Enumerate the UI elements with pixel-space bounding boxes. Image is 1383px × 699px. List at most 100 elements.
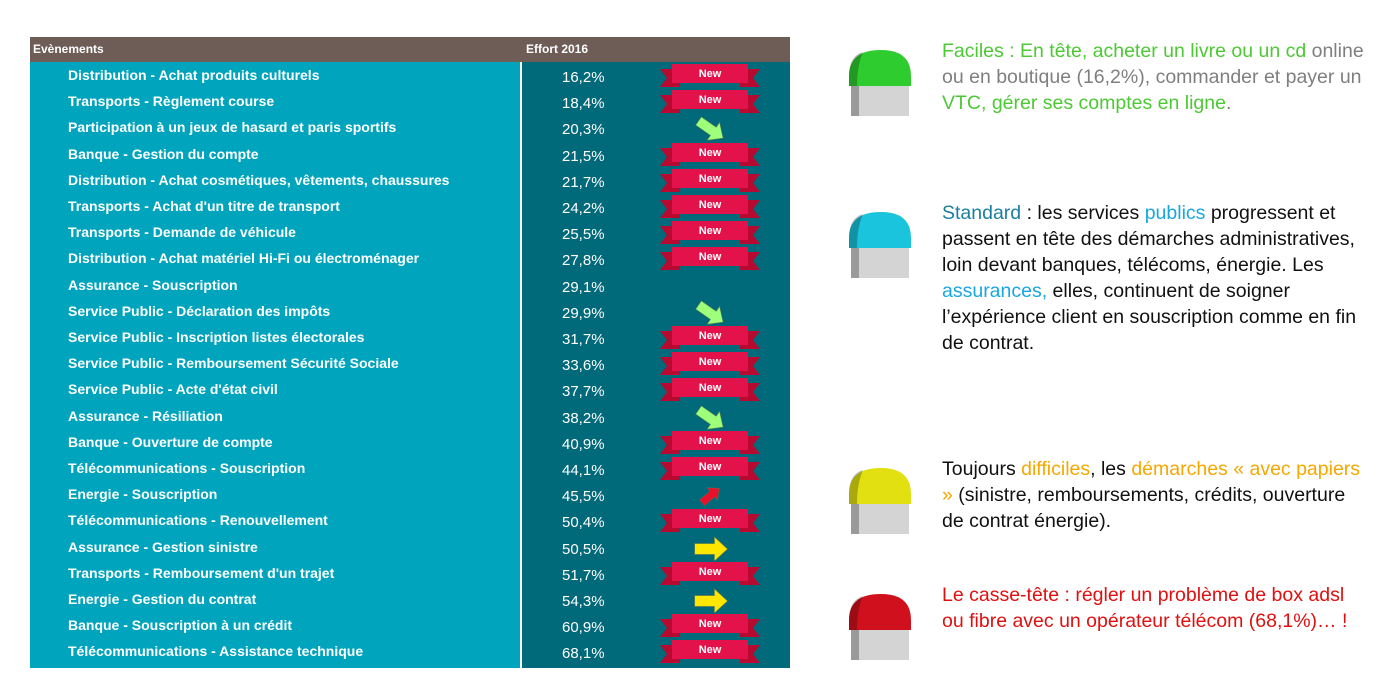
row-value: 18,4% [562, 95, 605, 113]
row-name: Energie - Gestion du contrat [68, 591, 257, 607]
note-text: elles, continuent de soigner l’expérienc… [942, 280, 1357, 354]
row-badge: New [660, 352, 760, 376]
badge-text: New [699, 94, 722, 106]
note-text: Toujours [942, 458, 1022, 480]
level-icon [849, 594, 911, 660]
icon-base-side [851, 244, 859, 278]
row-value: 68,1% [562, 645, 605, 663]
row-name: Distribution - Achat matériel Hi-Fi ou é… [68, 250, 420, 267]
badge-text: New [699, 513, 722, 525]
table-left-bg [30, 62, 520, 668]
ribbon [672, 64, 748, 83]
trend-arrow [694, 535, 729, 561]
ribbon [672, 457, 748, 476]
icon-base-side [851, 500, 859, 534]
row-value: 21,7% [562, 173, 605, 191]
note-text: Faciles : En tête, acheter un livre ou u… [942, 40, 1307, 62]
badge-text: New [699, 435, 722, 447]
row-badge [699, 487, 720, 507]
note-text: Standard [942, 202, 1022, 224]
ribbon [672, 142, 748, 162]
row-name: Transports - Demande de véhicule [68, 224, 296, 241]
row-value: 31,7% [562, 331, 605, 348]
icon-base-side [851, 626, 859, 660]
row-value: 60,9% [562, 619, 605, 637]
note-text: : les services [1021, 202, 1145, 224]
note-paragraph: Toujours difficiles, les démarches « ave… [942, 456, 1367, 534]
row-name: Service Public - Acte d'état civil [68, 381, 278, 398]
note-text: online ou en boutique (16,2%), commander… [942, 40, 1364, 88]
note-text: (sinistre, remboursements, crédits, ouve… [942, 484, 1346, 532]
badge-text: New [699, 566, 722, 578]
icon-base [851, 244, 909, 278]
ribbon [672, 352, 748, 372]
badge-text: New [699, 199, 722, 211]
row-value: 38,2% [562, 409, 605, 427]
row-badge: New [660, 247, 760, 271]
ribbon [672, 378, 748, 398]
row-badge: New [660, 221, 760, 245]
ribbon [672, 195, 748, 214]
row-value: 33,6% [562, 357, 605, 375]
note-text: assurances, [942, 280, 1048, 302]
row-value: 24,2% [562, 200, 605, 217]
row-badge: New [660, 378, 760, 402]
icon-base [851, 500, 909, 534]
level-icon [849, 212, 911, 278]
level-icon [849, 468, 911, 534]
column-divider [520, 62, 522, 668]
badge-text: New [699, 251, 722, 263]
row-value: 27,8% [562, 252, 605, 270]
badge-text: New [699, 382, 722, 394]
row-badge [660, 273, 760, 299]
row-badge: New [660, 509, 760, 533]
row-badge: New [660, 64, 760, 87]
icon-dome [849, 468, 911, 504]
trend-arrow [695, 300, 724, 325]
row-name: Transports - Achat d'un titre de transpo… [68, 198, 340, 214]
row-value: 50,5% [562, 540, 605, 558]
row-value: 44,1% [562, 462, 605, 479]
note-text: , les [1090, 458, 1132, 480]
ribbon [672, 168, 748, 188]
table-header [30, 37, 790, 62]
row-value: 21,5% [562, 147, 605, 165]
badge-text: New [699, 356, 722, 368]
row-badge: New [660, 142, 760, 166]
row-name: Télécommunications - Assistance techniqu… [68, 643, 364, 660]
ribbon [672, 326, 748, 345]
icon-dome-shade [849, 470, 863, 504]
icon-dome [849, 212, 911, 248]
note-text: Le casse-tête : régler un problème de bo… [942, 584, 1348, 632]
ribbon [672, 614, 748, 634]
ribbon [672, 430, 748, 450]
row-name: Service Public - Déclaration des impôts [68, 302, 331, 319]
row-badge: New [660, 561, 760, 585]
row-value: 50,4% [562, 514, 605, 532]
icon-dome-shade [849, 214, 863, 248]
row-badge [695, 300, 724, 325]
row-badge: New [660, 90, 760, 114]
note-paragraph: Le casse-tête : régler un problème de bo… [942, 582, 1367, 634]
row-value: 54,3% [562, 593, 605, 610]
note-text: progressent et passent en tête des démar… [942, 202, 1355, 276]
badge-text: New [699, 618, 722, 630]
note-text: difficiles [1021, 458, 1091, 480]
ribbon [672, 90, 748, 110]
header-effort: Effort 2016 [526, 42, 589, 56]
row-name: Distribution - Achat cosmétiques, vêteme… [68, 171, 450, 188]
icon-dome-shade [849, 52, 863, 86]
row-name: Service Public - Remboursement Sécurité … [68, 355, 399, 372]
row-value: 20,3% [562, 121, 605, 139]
row-badge [695, 405, 724, 430]
row-name: Assurance - Résiliation [68, 407, 223, 424]
row-name: Transports - Règlement course [68, 93, 275, 110]
row-badge: New [660, 614, 760, 638]
row-value: 29,9% [562, 304, 605, 322]
row-value: 45,5% [562, 488, 605, 506]
row-badge: New [660, 457, 760, 480]
row-value: 40,9% [562, 435, 605, 453]
row-name: Transports - Remboursement d'un trajet [68, 564, 335, 581]
icon-base [851, 82, 909, 116]
row-value: 37,7% [562, 383, 605, 401]
